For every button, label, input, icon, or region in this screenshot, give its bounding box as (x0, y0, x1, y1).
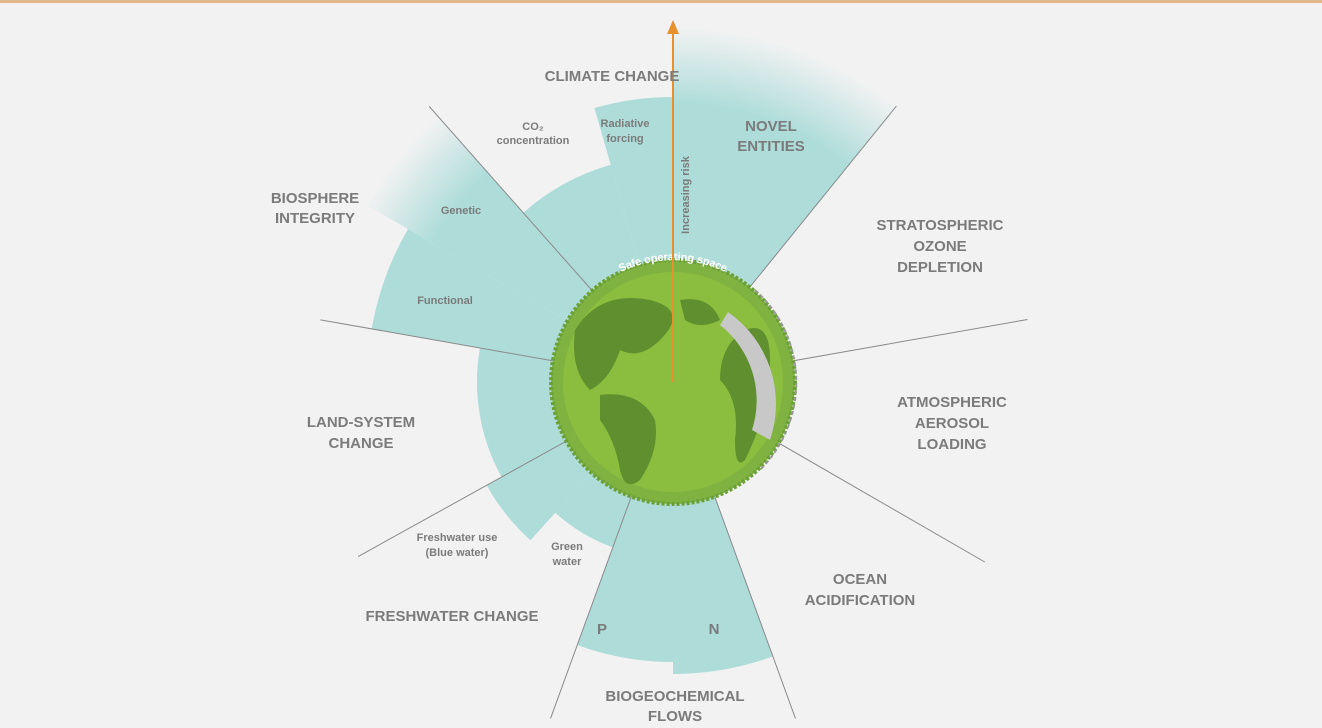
boundary-title: LOADING (917, 436, 986, 453)
sub-label: Functional (417, 295, 473, 307)
boundary-title: CHANGE (328, 435, 393, 452)
aerosol-zone (720, 312, 776, 440)
sub-label: Green (551, 541, 583, 553)
boundary-title: CLIMATE CHANGE (545, 68, 680, 85)
boundary-title: N (709, 621, 720, 638)
boundary-title: STRATOSPHERIC (877, 217, 1004, 234)
continent (574, 298, 673, 390)
continent (680, 299, 720, 325)
boundary-title: NOVEL (745, 118, 797, 135)
arrow-head (667, 20, 679, 34)
sub-label: Genetic (441, 205, 481, 217)
boundary-title: BIOSPHERE (271, 190, 359, 207)
boundary-title: AEROSOL (915, 415, 989, 432)
sub-label: forcing (606, 133, 643, 145)
boundary-title: P (597, 621, 607, 638)
continent (600, 394, 656, 485)
boundary-title: INTEGRITY (275, 210, 355, 227)
boundary-title: FRESHWATER CHANGE (365, 608, 538, 625)
sub-label: water (552, 556, 582, 568)
boundary-title: ATMOSPHERIC (897, 394, 1007, 411)
sub-label: CO₂ (522, 121, 544, 133)
sub-label: (Blue water) (426, 547, 489, 559)
boundary-title: OZONE (913, 238, 966, 255)
boundary-title: LAND-SYSTEM (307, 414, 415, 431)
boundary-title: FLOWS (648, 708, 702, 725)
boundary-title: OCEAN (833, 571, 887, 588)
labels: CLIMATE CHANGE NOVEL ENTITIES STRATOSPHERIC… (271, 68, 1007, 725)
sub-label: concentration (497, 135, 570, 147)
boundary-title: DEPLETION (897, 259, 983, 276)
sub-label: Radiative (601, 118, 650, 130)
boundary-title: BIOGEOCHEMICAL (605, 688, 744, 705)
boundary-title: ENTITIES (737, 138, 805, 155)
boundary-title: ACIDIFICATION (805, 592, 916, 609)
arrow-label: Increasing risk (680, 155, 692, 234)
sub-label: Freshwater use (417, 532, 498, 544)
dashed-boundary (754, 289, 798, 471)
